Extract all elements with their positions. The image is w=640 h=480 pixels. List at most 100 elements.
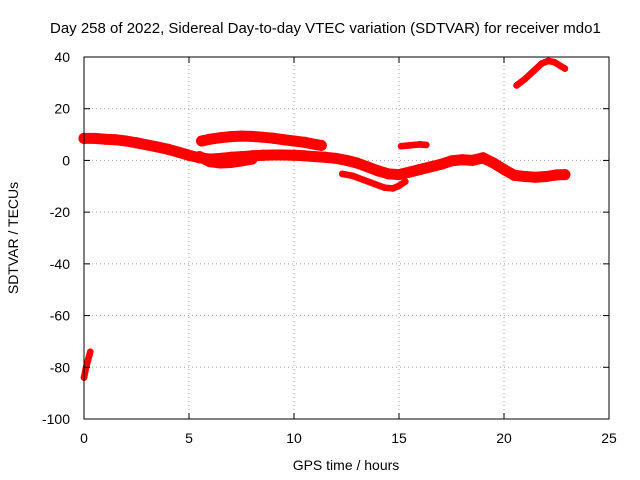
data-point bbox=[393, 169, 405, 181]
data-point bbox=[521, 75, 529, 83]
data-point bbox=[110, 134, 121, 146]
data-point bbox=[519, 171, 531, 182]
chart-title: Day 258 of 2022, Sidereal Day-to-day VTE… bbox=[50, 20, 601, 37]
data-point bbox=[257, 131, 268, 143]
data-point bbox=[423, 141, 430, 149]
y-tick-label: -60 bbox=[50, 308, 70, 324]
x-tick-labels: 0 5 10 15 20 25 bbox=[80, 430, 617, 446]
x-tick-label: 5 bbox=[185, 430, 193, 446]
data-point bbox=[509, 169, 520, 181]
x-tick-label: 0 bbox=[80, 430, 88, 446]
data-point bbox=[414, 164, 426, 175]
data-point bbox=[362, 161, 373, 173]
data-point bbox=[341, 154, 352, 166]
data-point bbox=[416, 141, 424, 148]
data-point bbox=[397, 142, 405, 150]
data-point bbox=[435, 158, 447, 170]
data-point bbox=[267, 149, 279, 161]
data-point bbox=[339, 170, 346, 178]
x-tick-label: 20 bbox=[496, 430, 512, 446]
data-point bbox=[162, 143, 174, 155]
y-tick-label: 0 bbox=[62, 152, 70, 168]
y-tick-label: -100 bbox=[42, 411, 70, 427]
y-tick-label: -40 bbox=[50, 256, 70, 272]
data-point bbox=[246, 153, 258, 165]
series-track-main bbox=[78, 132, 571, 183]
data-point bbox=[299, 136, 310, 148]
data-point bbox=[278, 149, 289, 161]
series-layer bbox=[78, 57, 571, 381]
data-point bbox=[360, 176, 367, 184]
series-track-late-high bbox=[513, 57, 569, 89]
data-point bbox=[204, 133, 216, 145]
data-point bbox=[561, 65, 569, 72]
plot-frame bbox=[83, 56, 610, 420]
series-line bbox=[80, 348, 94, 381]
data-point bbox=[141, 139, 153, 151]
data-point bbox=[467, 154, 478, 166]
data-point bbox=[544, 57, 552, 65]
data-point bbox=[315, 139, 327, 151]
data-point bbox=[551, 58, 558, 66]
data-point bbox=[152, 141, 163, 153]
grid-layer bbox=[84, 57, 609, 419]
x-tick-label: 15 bbox=[391, 430, 407, 446]
data-point bbox=[559, 169, 571, 181]
y-tick-label: -80 bbox=[50, 359, 70, 375]
y-tick-label: 40 bbox=[54, 49, 70, 65]
data-point bbox=[89, 132, 100, 144]
data-point bbox=[225, 157, 237, 168]
data-point bbox=[99, 133, 111, 145]
series-track-dip-deep bbox=[339, 170, 409, 192]
data-point bbox=[194, 151, 205, 163]
data-point bbox=[309, 151, 321, 163]
data-point bbox=[372, 165, 384, 177]
data-point bbox=[540, 171, 552, 182]
data-point bbox=[196, 135, 208, 147]
data-point bbox=[425, 161, 436, 173]
y-tick-label: 20 bbox=[54, 101, 70, 117]
data-point bbox=[404, 166, 415, 178]
data-point bbox=[551, 169, 562, 181]
data-point bbox=[383, 168, 394, 180]
data-point bbox=[513, 82, 520, 89]
data-point bbox=[236, 130, 247, 142]
series-track-upper-mid bbox=[196, 130, 327, 151]
data-point bbox=[320, 151, 331, 163]
x-tick-label: 10 bbox=[286, 430, 302, 446]
data-point bbox=[173, 146, 184, 158]
data-point bbox=[381, 184, 388, 191]
data-point bbox=[370, 180, 378, 187]
data-point bbox=[87, 348, 94, 356]
data-point bbox=[246, 130, 258, 142]
x-axis-label: GPS time / hours bbox=[293, 457, 400, 473]
y-tick-labels: 40 20 0 -20 -40 -60 -80 -100 bbox=[42, 49, 70, 427]
series-track-dip-lower bbox=[194, 151, 258, 169]
data-point bbox=[477, 152, 489, 164]
data-point bbox=[204, 156, 216, 168]
y-axis-label: SDTVAR / TECUs bbox=[5, 182, 21, 294]
data-point bbox=[530, 171, 541, 183]
data-point bbox=[278, 134, 289, 146]
data-point bbox=[131, 137, 142, 149]
data-point bbox=[288, 135, 300, 147]
data-point bbox=[120, 135, 132, 147]
x-tick-label: 25 bbox=[601, 430, 617, 446]
data-point bbox=[402, 178, 409, 185]
series-track-short-15-16 bbox=[397, 141, 430, 150]
data-point bbox=[299, 150, 310, 162]
data-point bbox=[215, 157, 226, 169]
data-point bbox=[498, 164, 510, 175]
data-point bbox=[488, 157, 499, 169]
data-point bbox=[406, 142, 413, 149]
data-point bbox=[84, 356, 92, 363]
data-point bbox=[456, 154, 468, 166]
data-point bbox=[225, 131, 237, 143]
data-point bbox=[530, 67, 537, 75]
data-point bbox=[389, 185, 397, 192]
data-point bbox=[446, 155, 457, 167]
data-point bbox=[395, 182, 403, 190]
data-point bbox=[330, 152, 342, 164]
data-point bbox=[288, 149, 300, 161]
